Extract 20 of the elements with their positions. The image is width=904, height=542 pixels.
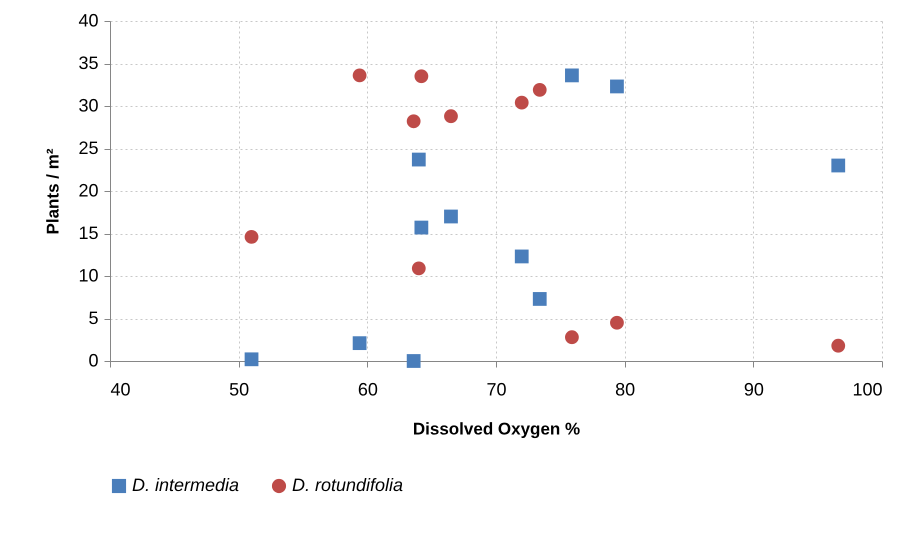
x-tick-label: 90 bbox=[744, 380, 764, 400]
x-tick-label: 80 bbox=[615, 380, 636, 400]
y-tick-label: 40 bbox=[78, 10, 98, 30]
x-tick-label: 50 bbox=[229, 380, 250, 400]
legend-label: D. intermedia bbox=[132, 475, 240, 495]
legend-label: D. rotundifolia bbox=[292, 475, 404, 495]
y-tick-label: 25 bbox=[78, 138, 98, 158]
y-tick-label: 5 bbox=[88, 308, 98, 328]
x-axis-title: Dissolved Oxygen % bbox=[412, 420, 580, 438]
y-tick-label: 20 bbox=[78, 180, 98, 200]
y-tick-label: 0 bbox=[88, 350, 98, 370]
y-axis-title: Plants / m² bbox=[43, 148, 62, 234]
x-tick-label: 40 bbox=[110, 380, 131, 400]
x-tick-label: 60 bbox=[358, 380, 378, 400]
x-tick-label: 70 bbox=[486, 380, 507, 400]
y-tick-label: 10 bbox=[78, 266, 98, 286]
y-tick-label: 35 bbox=[78, 53, 98, 73]
y-tick-label: 15 bbox=[78, 223, 98, 243]
y-tick-label: 30 bbox=[78, 96, 98, 116]
x-tick-label: 100 bbox=[852, 380, 882, 400]
